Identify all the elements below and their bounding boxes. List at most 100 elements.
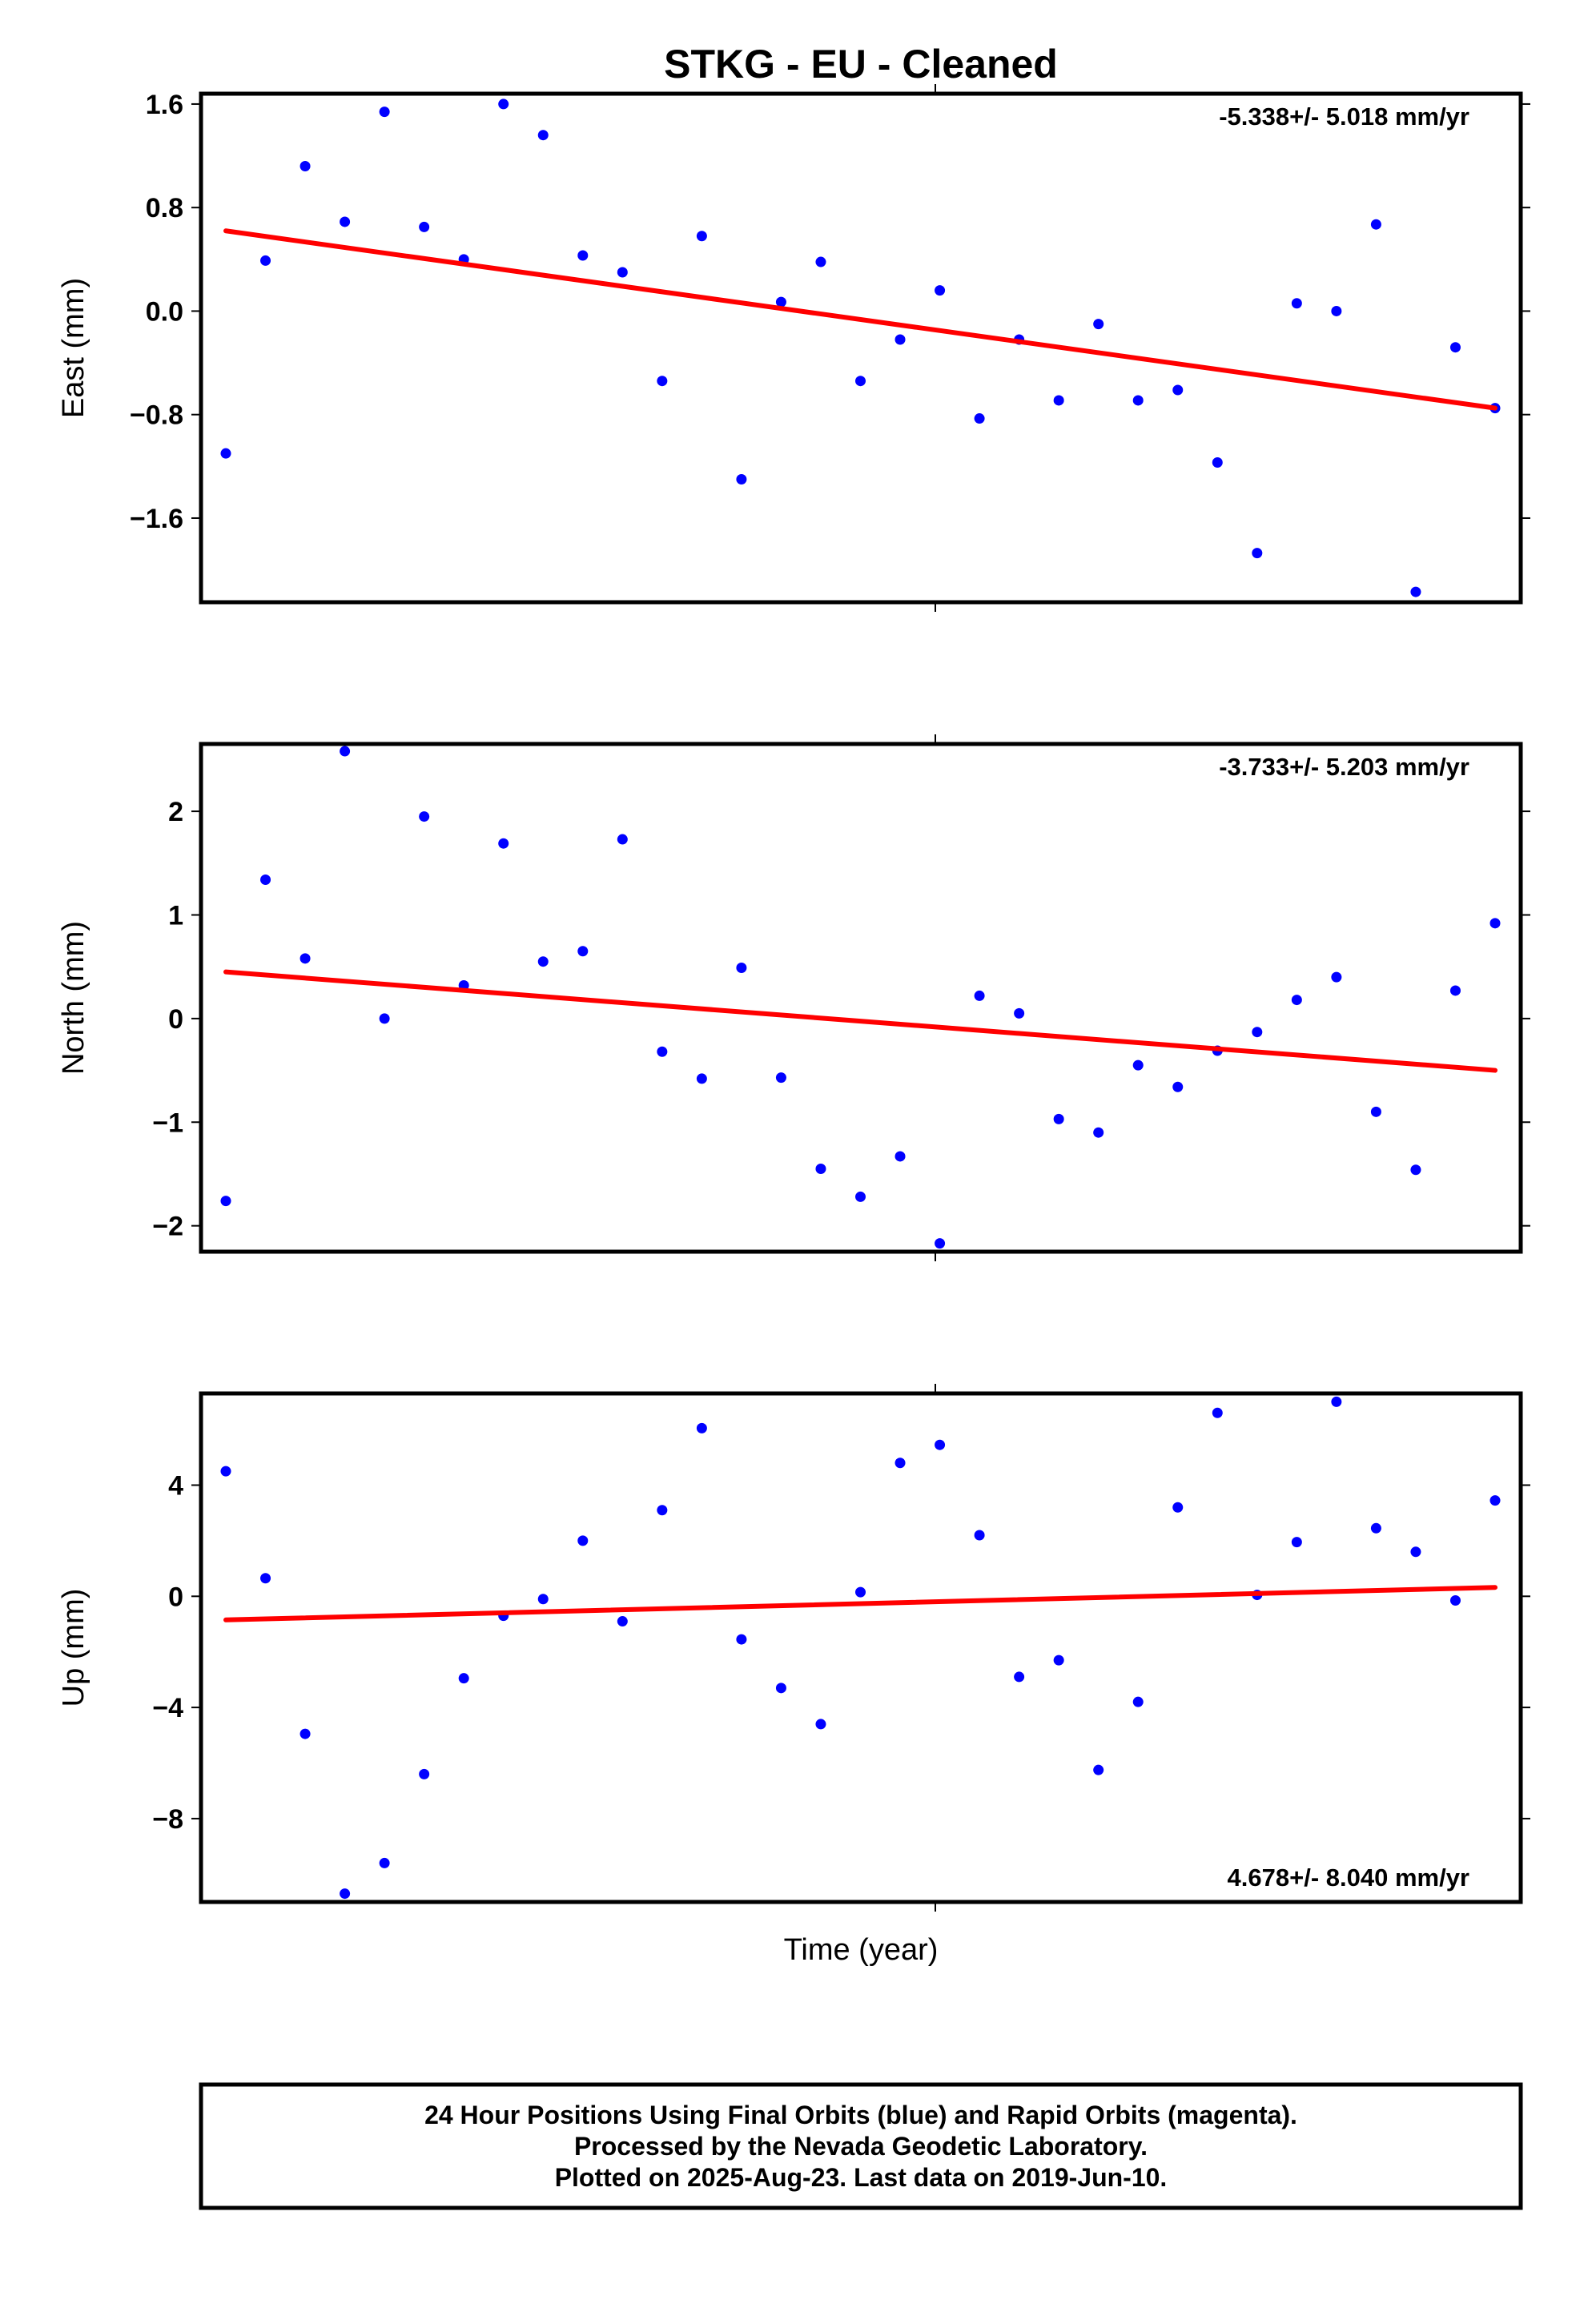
east-data-point (300, 160, 311, 171)
up-ytick-label: 0 (168, 1582, 183, 1612)
east-data-point (696, 231, 707, 242)
east-data-point (1410, 586, 1421, 597)
north-data-point (775, 1072, 786, 1084)
up-data-point (1331, 1396, 1342, 1407)
east-rate-label: -5.338+/- 5.018 mm/yr (1219, 103, 1469, 131)
north-data-point (1291, 995, 1302, 1006)
up-data-point (458, 1673, 469, 1684)
east-data-point (577, 250, 589, 261)
north-data-point (340, 746, 351, 757)
up-data-point (1053, 1655, 1064, 1666)
north-data-point (498, 838, 509, 849)
up-data-point (894, 1458, 906, 1469)
up-data-point (657, 1505, 668, 1516)
up-data-point (1489, 1495, 1501, 1506)
east-data-point (1291, 298, 1302, 309)
up-data-point (1132, 1696, 1144, 1707)
east-ytick-label: −1.6 (130, 504, 183, 534)
up-data-point (855, 1586, 866, 1598)
footer-line-1: 24 Hour Positions Using Final Orbits (bl… (424, 2101, 1297, 2129)
up-data-point (537, 1594, 549, 1605)
up-data-point (1370, 1522, 1381, 1534)
up-data-point (617, 1616, 628, 1627)
north-trend-line (223, 969, 1498, 1073)
north-data-point (855, 1191, 866, 1202)
east-data-point (1053, 395, 1064, 406)
east-trend-line (223, 228, 1498, 411)
north-data-point (1449, 985, 1461, 996)
up-data-point (340, 1888, 351, 1900)
up-data-point (577, 1535, 589, 1546)
up-plot-frame (199, 1391, 1523, 1904)
east-ytick-label: 0.8 (146, 193, 183, 223)
up-data-point (1093, 1764, 1104, 1775)
up-data-point (696, 1422, 707, 1433)
up-data-point (815, 1719, 826, 1730)
up-data-point (736, 1634, 747, 1645)
north-data-point (220, 1196, 231, 1207)
north-ytick-label: 2 (168, 797, 183, 827)
east-data-point (1172, 384, 1184, 396)
east-data-point (419, 221, 430, 232)
footer-line-3: Plotted on 2025-Aug-23. Last data on 201… (555, 2163, 1168, 2192)
east-data-point (1212, 456, 1223, 468)
north-data-point (577, 946, 589, 957)
footer-box (199, 2082, 1523, 2210)
east-data-point (657, 376, 668, 387)
east-ytick-label: 0.0 (146, 296, 183, 327)
east-data-point (935, 285, 946, 296)
north-data-point (935, 1238, 946, 1249)
north-data-point (617, 834, 628, 845)
up-data-point (1449, 1595, 1461, 1606)
east-data-point (1370, 219, 1381, 230)
north-ytick-label: 0 (168, 1004, 183, 1035)
up-data-point (1291, 1537, 1302, 1548)
east-data-point (379, 107, 390, 118)
east-data-point (340, 216, 351, 227)
east-axis-label: East (mm) (57, 278, 90, 418)
up-ytick-label: 4 (168, 1471, 183, 1502)
up-data-point (1212, 1407, 1223, 1418)
north-data-point (657, 1046, 668, 1057)
up-data-point (260, 1573, 271, 1584)
north-data-point (379, 1013, 390, 1024)
east-plot-frame (199, 91, 1523, 605)
east-data-point (894, 334, 906, 345)
up-data-point (1172, 1502, 1184, 1513)
north-data-point (736, 962, 747, 973)
x-axis-label: Time (year) (784, 1933, 939, 1967)
north-data-point (537, 956, 549, 967)
east-panel: 1.6 0.8 0.0 −0.8 −1.6 East (mm) -5.338+/- 5.01… (57, 84, 1530, 612)
up-data-point (220, 1466, 231, 1477)
footer-line-2: Processed by the Nevada Geodetic Laborat… (574, 2132, 1148, 2161)
north-data-point (696, 1073, 707, 1084)
north-data-point (1172, 1081, 1184, 1092)
east-data-point (1093, 319, 1104, 330)
east-data-point (855, 376, 866, 387)
up-trend-line (223, 1585, 1498, 1622)
north-plot-frame (199, 742, 1523, 1254)
north-data-point (419, 811, 430, 822)
north-data-point (1410, 1164, 1421, 1176)
east-ytick-label: −0.8 (130, 400, 183, 431)
east-data-point (775, 296, 786, 308)
up-data-point (974, 1530, 985, 1541)
up-data-point (775, 1683, 786, 1694)
north-data-point (1093, 1127, 1104, 1138)
east-data-point (1252, 548, 1263, 559)
east-data-point (537, 130, 549, 141)
east-data-point (974, 413, 985, 424)
north-data-point (1053, 1113, 1064, 1124)
up-panel: 4 0 −4 −8 Up (mm) 4.678+/- 8.040 mm/yr (57, 1384, 1530, 1912)
north-data-point (1132, 1059, 1144, 1071)
north-data-point (815, 1163, 826, 1174)
north-data-point (1331, 971, 1342, 983)
east-data-point (1331, 305, 1342, 316)
east-data-point (617, 267, 628, 278)
north-data-point (1014, 1007, 1025, 1019)
up-data-point (1014, 1671, 1025, 1683)
east-data-point (736, 474, 747, 485)
up-data-point (379, 1857, 390, 1868)
north-ytick-label: −2 (152, 1212, 183, 1242)
